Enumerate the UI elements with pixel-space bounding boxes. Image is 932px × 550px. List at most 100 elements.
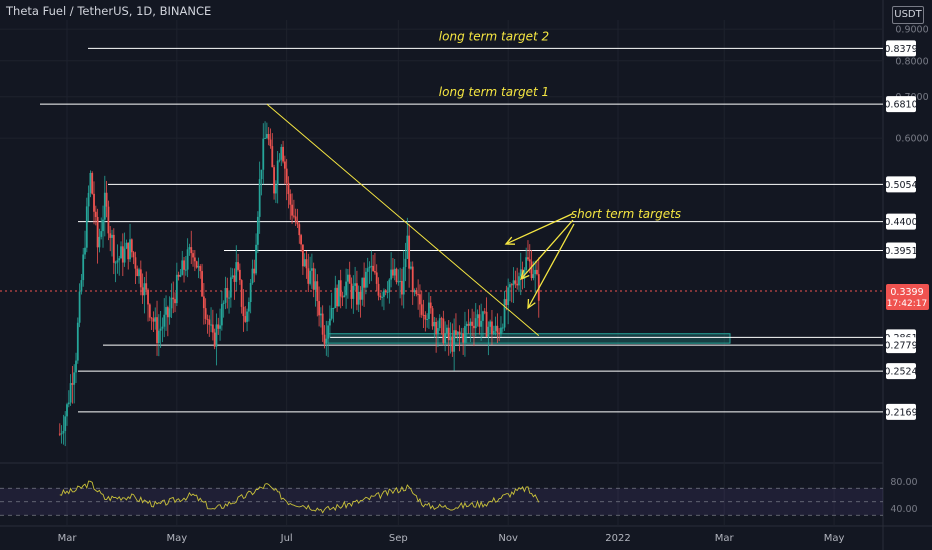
price-levels	[0, 47, 883, 413]
candle-body	[213, 332, 216, 347]
candle-body	[210, 324, 212, 326]
candle-body	[282, 146, 284, 162]
candle-body	[374, 271, 376, 273]
candle-body	[174, 299, 176, 304]
candle-body	[166, 307, 169, 318]
candle-body	[139, 269, 142, 288]
candle-body	[431, 308, 434, 327]
candle-body	[114, 262, 117, 264]
candle-body	[402, 267, 405, 295]
candle-body	[183, 260, 185, 270]
candle-body	[175, 274, 178, 304]
candle-body	[285, 168, 288, 183]
candle-body	[132, 252, 135, 258]
candle-body	[501, 327, 504, 329]
candle-body	[356, 283, 358, 305]
candle-body	[156, 317, 158, 344]
candle-body	[280, 146, 283, 160]
candle-body	[206, 318, 209, 320]
candle-body	[93, 193, 95, 212]
candle-body	[208, 319, 211, 325]
candle-body	[75, 360, 77, 373]
trendline	[266, 103, 540, 336]
candle-body	[152, 318, 155, 322]
candle-body	[226, 288, 229, 298]
currency-badge[interactable]: USDT	[892, 6, 924, 24]
current-price-badge	[886, 284, 929, 311]
candle-body	[163, 314, 166, 327]
candle-body	[347, 274, 349, 282]
y-tick-label: 0.8000	[895, 56, 928, 67]
candle-body	[102, 219, 104, 232]
candle-body	[377, 283, 380, 296]
candle-body	[384, 290, 387, 293]
y-tick-label: 0.6000	[895, 134, 928, 145]
candle-body	[433, 322, 436, 327]
candle-body	[393, 268, 396, 276]
candle-body	[298, 224, 301, 236]
candle-body	[422, 314, 425, 316]
arrow-line	[505, 213, 573, 245]
level-badge	[886, 337, 916, 354]
candle-body	[64, 416, 67, 431]
candle-body	[96, 216, 99, 248]
candle-body	[321, 313, 324, 335]
candle-body	[85, 206, 88, 248]
candle-body	[343, 295, 346, 297]
candle-body	[157, 330, 160, 344]
candle-body	[392, 269, 394, 276]
y-tick-label: 0.9000	[895, 25, 928, 36]
candle-body	[73, 372, 76, 385]
candle-body	[192, 253, 194, 258]
candle-body	[383, 290, 385, 297]
candle-body	[265, 133, 268, 138]
candle-body	[350, 283, 353, 299]
candle-body	[390, 269, 393, 280]
candle-body	[249, 283, 252, 303]
candle-body	[309, 270, 311, 284]
candle-body	[258, 179, 261, 217]
candle-body	[386, 292, 389, 294]
level-badge-text: 0.3951	[884, 246, 917, 257]
rsi-tick-label: 80.00	[890, 477, 917, 488]
x-tick-label: Sep	[389, 533, 408, 544]
candle-body	[339, 280, 342, 297]
candle-body	[527, 257, 529, 260]
candle-body	[231, 275, 234, 278]
arrow-line	[520, 219, 574, 280]
candle-body	[107, 206, 110, 234]
candle-body	[491, 321, 493, 335]
candle-body	[397, 281, 400, 283]
candle-body	[528, 259, 531, 262]
candle-body	[89, 172, 92, 193]
rsi-panel	[0, 480, 883, 516]
x-tick-label: 2022	[605, 533, 630, 544]
candle-body	[233, 275, 236, 282]
candle-body	[199, 266, 202, 272]
candle-body	[123, 248, 126, 263]
candle-body	[516, 283, 519, 286]
candle-body	[244, 316, 247, 322]
candle-body	[289, 194, 292, 205]
candle-body	[337, 280, 340, 307]
candle-body	[170, 297, 173, 309]
candle-body	[312, 268, 315, 290]
x-tick-label: May	[824, 533, 845, 544]
candle-body	[525, 257, 528, 270]
candle-body	[60, 433, 63, 435]
candle-body	[229, 277, 232, 298]
candle-body	[276, 160, 279, 186]
x-tick-label: Mar	[715, 533, 735, 544]
candle-body	[440, 318, 443, 320]
candle-body	[503, 299, 506, 328]
candle-body	[492, 330, 495, 335]
candle-body	[456, 331, 459, 335]
candle-body	[417, 294, 420, 296]
candle-body	[372, 265, 375, 272]
candle-body	[318, 301, 320, 316]
x-tick-label: Mar	[58, 533, 78, 544]
candle-body	[217, 324, 220, 329]
candle-body	[330, 308, 333, 319]
